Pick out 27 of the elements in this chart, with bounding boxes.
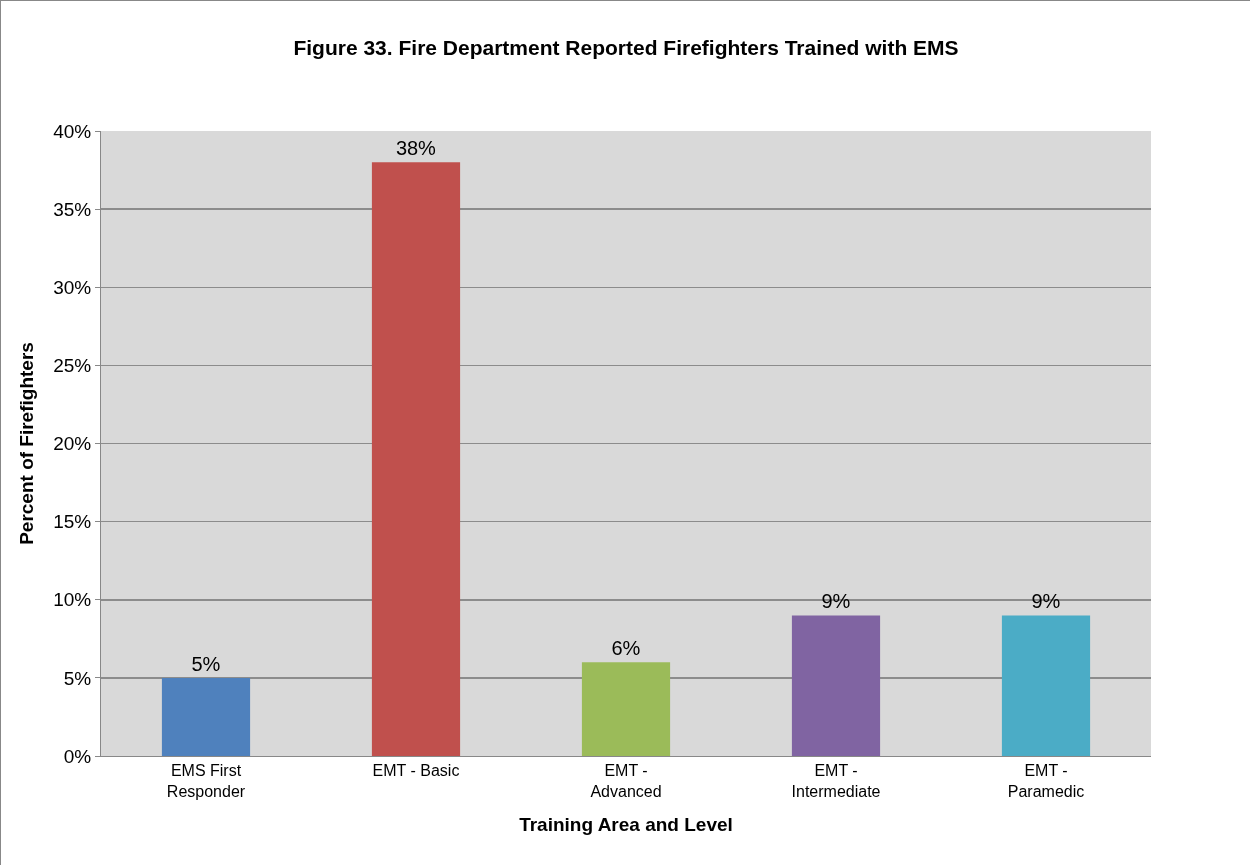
x-tick-label: EMS First Responder	[166, 762, 246, 800]
x-tick-label: EMT - Basic	[372, 762, 460, 780]
data-label: 6%	[611, 637, 641, 660]
x-tick-label: EMT - Advanced	[590, 762, 662, 800]
data-label: 9%	[1031, 590, 1061, 613]
y-axis-title: Percent of Firefighters	[16, 342, 38, 545]
y-tick-label: 20%	[53, 433, 92, 455]
data-label: 38%	[395, 137, 437, 160]
bar	[371, 162, 461, 756]
bar	[581, 662, 671, 756]
bar	[161, 677, 251, 756]
y-tick-label: 5%	[63, 667, 92, 689]
y-tick-label: 40%	[53, 120, 92, 142]
y-tick-label: 35%	[53, 198, 92, 220]
y-tick-label: 0%	[63, 745, 92, 767]
bar	[1001, 615, 1091, 756]
y-tick-label: 10%	[53, 589, 92, 611]
x-axis-title: Training Area and Level	[519, 813, 733, 835]
data-label: 9%	[821, 590, 851, 613]
x-tick-label: EMT - Paramedic	[1007, 762, 1085, 800]
y-tick-label: 15%	[53, 511, 92, 533]
x-tick-label: EMT - Intermediate	[791, 762, 881, 800]
chart-title: Figure 33. Fire Department Reported Firefighters Trained with EMS	[293, 35, 959, 59]
y-tick-label: 30%	[53, 276, 92, 298]
bar	[791, 615, 881, 756]
data-label: 5%	[191, 652, 221, 675]
y-tick-label: 25%	[53, 355, 92, 377]
